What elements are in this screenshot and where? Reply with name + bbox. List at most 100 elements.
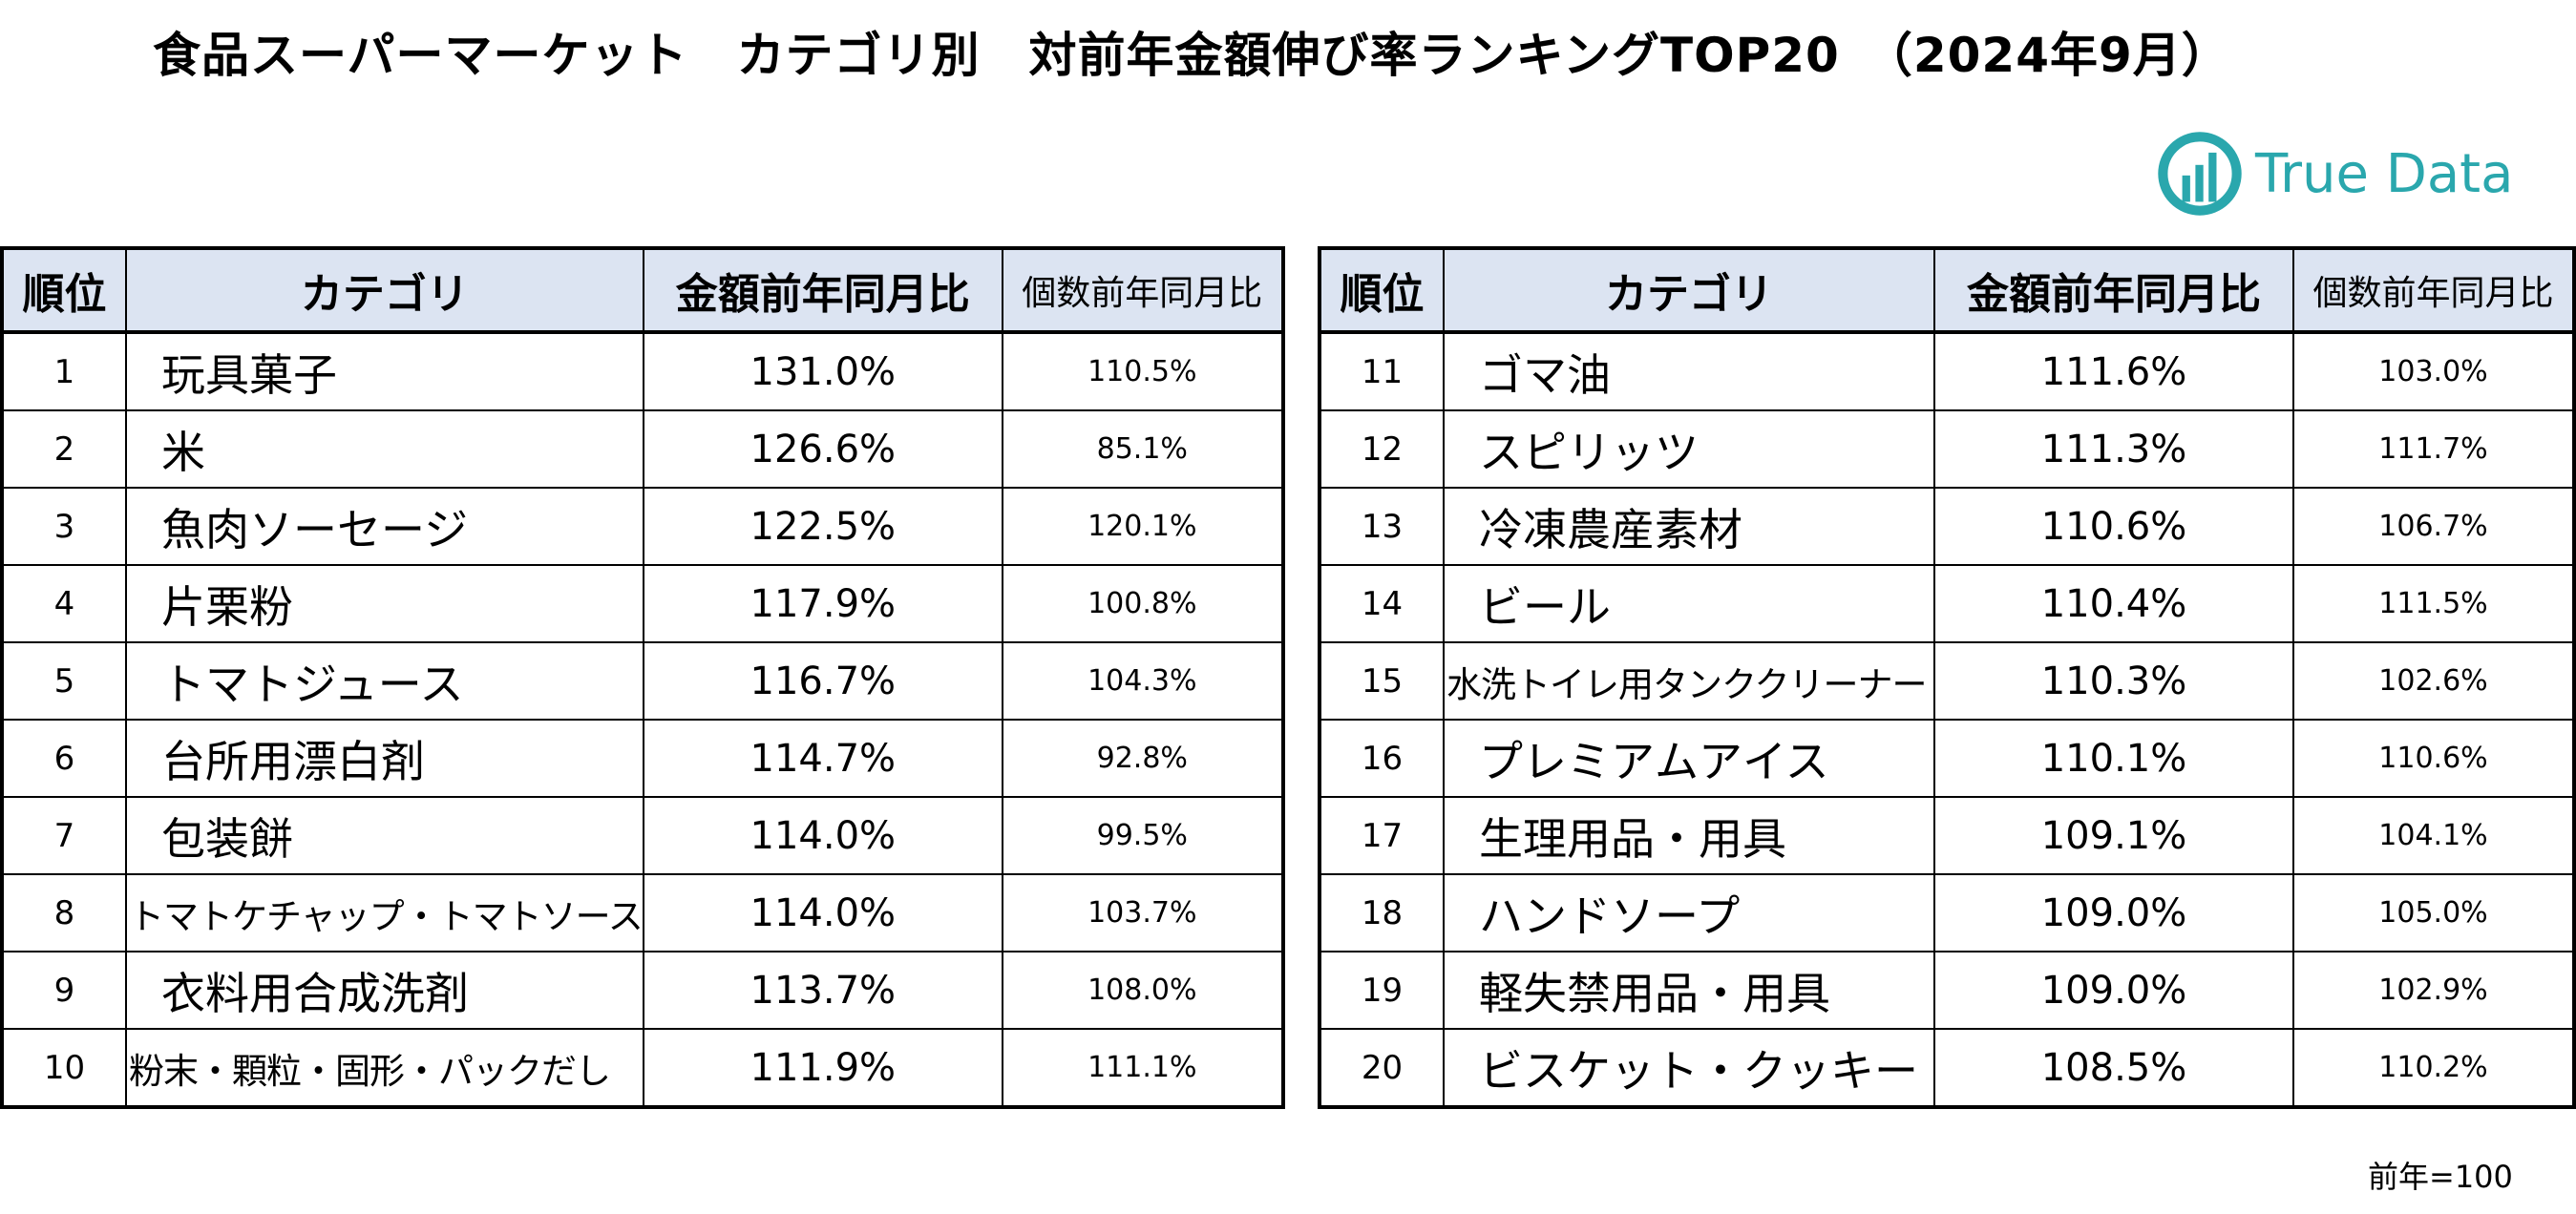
amount-yoy-cell: 109.0% — [1933, 951, 2294, 1030]
category-cell: 生理用品・用具 — [1443, 796, 1935, 875]
count-yoy-cell: 105.0% — [2292, 873, 2575, 952]
count-yoy-cell: 85.1% — [1001, 409, 1284, 489]
rank-cell: 5 — [1, 641, 127, 721]
category-cell: 魚肉ソーセージ — [125, 487, 644, 566]
count-yoy-cell: 110.2% — [2292, 1028, 2575, 1108]
table-row: 17 生理用品・用具 109.1% 104.1% — [1319, 796, 2575, 875]
category-cell: ゴマ油 — [1443, 331, 1935, 411]
amount-yoy-cell: 111.3% — [1933, 409, 2294, 489]
rank-cell: 16 — [1319, 719, 1445, 798]
category-cell: 玩具菓子 — [125, 331, 644, 411]
rank-cell: 12 — [1319, 409, 1445, 489]
table-row: 13 冷凍農産素材 110.6% 106.7% — [1319, 487, 2575, 566]
category-cell: 粉末・顆粒・固形・パックだし — [125, 1028, 644, 1108]
category-cell: ビスケット・クッキー — [1443, 1028, 1935, 1108]
amount-yoy-cell: 114.7% — [642, 719, 1003, 798]
count-yoy-cell: 100.8% — [1001, 564, 1284, 643]
category-cell: 包装餅 — [125, 796, 644, 875]
amount-yoy-cell: 114.0% — [642, 873, 1003, 952]
count-yoy-cell: 102.6% — [2292, 641, 2575, 721]
category-cell: プレミアムアイス — [1443, 719, 1935, 798]
rank-cell: 3 — [1, 487, 127, 566]
rank-cell: 15 — [1319, 641, 1445, 721]
amount-yoy-cell: 113.7% — [642, 951, 1003, 1030]
table-row: 6 台所用漂白剤 114.7% 92.8% — [1, 719, 1284, 798]
table-row: 12 スピリッツ 111.3% 111.7% — [1319, 409, 2575, 489]
amount-yoy-cell: 116.7% — [642, 641, 1003, 721]
rank-cell: 2 — [1, 409, 127, 489]
amount-yoy-cell: 114.0% — [642, 796, 1003, 875]
amount-yoy-cell: 110.4% — [1933, 564, 2294, 643]
header-category: カテゴリ — [1443, 247, 1935, 334]
count-yoy-cell: 99.5% — [1001, 796, 1284, 875]
header-amount-yoy: 金額前年同月比 — [642, 247, 1003, 334]
table-row: 9 衣料用合成洗剤 113.7% 108.0% — [1, 951, 1284, 1030]
count-yoy-cell: 102.9% — [2292, 951, 2575, 1030]
category-cell: ビール — [1443, 564, 1935, 643]
count-yoy-cell: 110.5% — [1001, 331, 1284, 411]
rank-cell: 18 — [1319, 873, 1445, 952]
ranking-table-right: 順位 カテゴリ 金額前年同月比 個数前年同月比 11 ゴマ油 111.6% 103.0… — [1318, 246, 2576, 1109]
header-rank: 順位 — [1, 247, 127, 334]
rank-cell: 10 — [1, 1028, 127, 1108]
ranking-table-left: 順位 カテゴリ 金額前年同月比 個数前年同月比 1 玩具菓子 131.0% 110.5… — [0, 246, 1285, 1109]
table-header-row: 順位 カテゴリ 金額前年同月比 個数前年同月比 — [1, 247, 1284, 334]
count-yoy-cell: 111.1% — [1001, 1028, 1284, 1108]
table-row: 11 ゴマ油 111.6% 103.0% — [1319, 331, 2575, 411]
truedata-logo: True Data — [2156, 128, 2519, 220]
table-row: 8 トマトケチャップ・トマトソース 114.0% 103.7% — [1, 873, 1284, 952]
count-yoy-cell: 111.7% — [2292, 409, 2575, 489]
category-cell: 軽失禁用品・用具 — [1443, 951, 1935, 1030]
category-cell: 水洗トイレ用タンククリーナー — [1443, 641, 1935, 721]
header-rank: 順位 — [1319, 247, 1445, 334]
rank-cell: 6 — [1, 719, 127, 798]
category-cell: トマトジュース — [125, 641, 644, 721]
amount-yoy-cell: 122.5% — [642, 487, 1003, 566]
count-yoy-cell: 110.6% — [2292, 719, 2575, 798]
rank-cell: 20 — [1319, 1028, 1445, 1108]
table-row: 14 ビール 110.4% 111.5% — [1319, 564, 2575, 643]
count-yoy-cell: 111.5% — [2292, 564, 2575, 643]
rank-cell: 19 — [1319, 951, 1445, 1030]
category-cell: 衣料用合成洗剤 — [125, 951, 644, 1030]
rank-cell: 17 — [1319, 796, 1445, 875]
count-yoy-cell: 103.0% — [2292, 331, 2575, 411]
table-row: 15 水洗トイレ用タンククリーナー 110.3% 102.6% — [1319, 641, 2575, 721]
category-cell: 片栗粉 — [125, 564, 644, 643]
amount-yoy-cell: 126.6% — [642, 409, 1003, 489]
table-row: 1 玩具菓子 131.0% 110.5% — [1, 331, 1284, 411]
amount-yoy-cell: 111.6% — [1933, 331, 2294, 411]
count-yoy-cell: 106.7% — [2292, 487, 2575, 566]
logo-text: True Data — [2255, 142, 2514, 205]
header-count-yoy: 個数前年同月比 — [2292, 247, 2575, 334]
amount-yoy-cell: 110.6% — [1933, 487, 2294, 566]
rank-cell: 7 — [1, 796, 127, 875]
header-category: カテゴリ — [125, 247, 644, 334]
category-cell: 台所用漂白剤 — [125, 719, 644, 798]
rank-cell: 9 — [1, 951, 127, 1030]
rank-cell: 11 — [1319, 331, 1445, 411]
amount-yoy-cell: 131.0% — [642, 331, 1003, 411]
table-row: 4 片栗粉 117.9% 100.8% — [1, 564, 1284, 643]
count-yoy-cell: 92.8% — [1001, 719, 1284, 798]
amount-yoy-cell: 117.9% — [642, 564, 1003, 643]
count-yoy-cell: 120.1% — [1001, 487, 1284, 566]
amount-yoy-cell: 111.9% — [642, 1028, 1003, 1108]
count-yoy-cell: 104.3% — [1001, 641, 1284, 721]
category-cell: スピリッツ — [1443, 409, 1935, 489]
category-cell: ハンドソープ — [1443, 873, 1935, 952]
table-row: 10 粉末・顆粒・固形・パックだし 111.9% 111.1% — [1, 1028, 1284, 1108]
table-row: 19 軽失禁用品・用具 109.0% 102.9% — [1319, 951, 2575, 1030]
header-amount-yoy: 金額前年同月比 — [1933, 247, 2294, 334]
category-cell: トマトケチャップ・トマトソース — [125, 873, 644, 952]
truedata-logo-icon — [2158, 132, 2242, 216]
category-cell: 米 — [125, 409, 644, 489]
table-row: 5 トマトジュース 116.7% 104.3% — [1, 641, 1284, 721]
rank-cell: 14 — [1319, 564, 1445, 643]
table-row: 2 米 126.6% 85.1% — [1, 409, 1284, 489]
table-row: 3 魚肉ソーセージ 122.5% 120.1% — [1, 487, 1284, 566]
header-count-yoy: 個数前年同月比 — [1001, 247, 1284, 334]
count-yoy-cell: 108.0% — [1001, 951, 1284, 1030]
rank-cell: 4 — [1, 564, 127, 643]
page-title: 食品スーパーマーケット カテゴリ別 対前年金額伸び率ランキングTOP20 （20… — [153, 28, 2230, 83]
